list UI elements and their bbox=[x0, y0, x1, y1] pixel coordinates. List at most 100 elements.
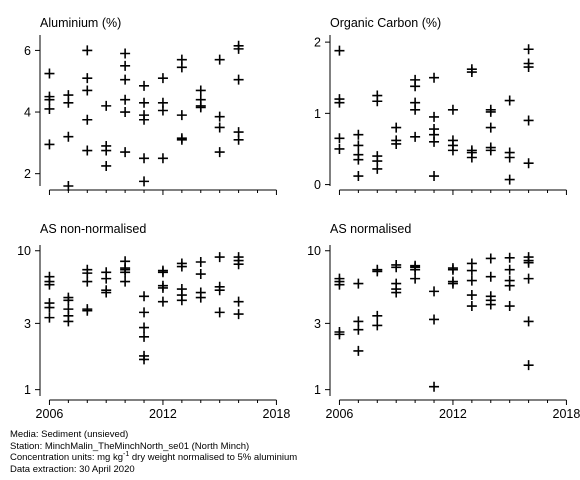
data-point bbox=[334, 279, 345, 290]
data-point bbox=[334, 45, 345, 56]
data-point bbox=[353, 171, 364, 182]
chart-panel-3: AS non-normalised 1 3 10 2006 2012 2018 bbox=[17, 222, 290, 421]
footer-units: Concentration units: mg kg-1 dry weight … bbox=[10, 451, 298, 464]
footer-units-suffix: dry weight normalised to 5% aluminium bbox=[129, 452, 298, 463]
data-point bbox=[504, 174, 515, 185]
chart-title: Organic Carbon (%) bbox=[330, 16, 441, 30]
data-point bbox=[523, 115, 534, 126]
data-point bbox=[176, 134, 187, 145]
data-point bbox=[353, 278, 364, 289]
x-tick-label: 2018 bbox=[263, 407, 291, 421]
data-point bbox=[176, 62, 187, 73]
data-point bbox=[214, 122, 225, 133]
data-point bbox=[410, 131, 421, 142]
data-point bbox=[429, 136, 440, 147]
data-point bbox=[120, 267, 131, 278]
data-point bbox=[214, 252, 225, 263]
data-point bbox=[523, 360, 534, 371]
data-point bbox=[429, 381, 440, 392]
data-point bbox=[82, 276, 93, 287]
data-point bbox=[214, 111, 225, 122]
data-point bbox=[233, 134, 244, 145]
footer-units-prefix: Concentration units: mg kg bbox=[10, 452, 124, 463]
data-point bbox=[485, 122, 496, 133]
data-point bbox=[176, 295, 187, 306]
y-tick-label: 2 bbox=[24, 167, 31, 181]
data-point bbox=[485, 145, 496, 156]
data-point bbox=[523, 316, 534, 327]
x-tick-label: 2018 bbox=[553, 407, 580, 421]
data-point bbox=[485, 271, 496, 282]
data-point bbox=[101, 160, 112, 171]
data-point bbox=[139, 331, 150, 342]
data-point bbox=[157, 296, 168, 307]
y-tick-label: 3 bbox=[314, 317, 321, 331]
chart-panel-4: AS normalised 1 3 10 2006 2012 2018 bbox=[307, 222, 580, 421]
data-point bbox=[504, 95, 515, 106]
data-point bbox=[139, 153, 150, 164]
data-point bbox=[334, 133, 345, 144]
data-point bbox=[523, 273, 534, 284]
data-point bbox=[447, 278, 458, 289]
data-point bbox=[372, 310, 383, 321]
data-point bbox=[157, 73, 168, 84]
data-point bbox=[353, 154, 364, 165]
data-point bbox=[410, 264, 421, 275]
data-point bbox=[372, 163, 383, 174]
data-point bbox=[233, 259, 244, 270]
data-point bbox=[44, 279, 55, 290]
data-point bbox=[353, 345, 364, 356]
data-point bbox=[504, 252, 515, 263]
data-point bbox=[44, 68, 55, 79]
data-point bbox=[447, 264, 458, 275]
data-point bbox=[233, 309, 244, 320]
data-point bbox=[391, 122, 402, 133]
data-point bbox=[372, 266, 383, 277]
y-tick-label: 3 bbox=[24, 317, 31, 331]
data-point bbox=[44, 312, 55, 323]
data-point bbox=[466, 301, 477, 312]
data-point bbox=[485, 106, 496, 117]
data-point bbox=[523, 62, 534, 73]
data-point bbox=[139, 307, 150, 318]
y-tick-label: 4 bbox=[24, 106, 31, 120]
data-point bbox=[82, 45, 93, 56]
y-tick-label: 2 bbox=[314, 36, 321, 50]
figure: Aluminium (%) 2 4 6 Organic Carbon (%) 0 1 2 AS … bbox=[17, 16, 580, 421]
data-point bbox=[157, 153, 168, 164]
data-point bbox=[120, 276, 131, 287]
chart-panel-2: Organic Carbon (%) 0 1 2 bbox=[314, 16, 567, 195]
data-point bbox=[410, 273, 421, 284]
y-tick-label: 0 bbox=[314, 178, 321, 192]
data-point bbox=[139, 291, 150, 302]
y-tick-label: 6 bbox=[24, 44, 31, 58]
data-point bbox=[101, 100, 112, 111]
data-point bbox=[233, 43, 244, 54]
footer-station: Station: MinchMalin_TheMinchNorth_se01 (… bbox=[10, 440, 250, 452]
data-point bbox=[120, 147, 131, 158]
data-point bbox=[504, 152, 515, 163]
data-point bbox=[120, 107, 131, 118]
data-point bbox=[157, 282, 168, 293]
data-point bbox=[157, 105, 168, 116]
data-point bbox=[447, 104, 458, 115]
data-point bbox=[82, 85, 93, 96]
data-point bbox=[391, 262, 402, 273]
data-point bbox=[353, 140, 364, 151]
data-point bbox=[82, 305, 93, 316]
data-point bbox=[82, 114, 93, 125]
data-point bbox=[334, 143, 345, 154]
data-point bbox=[485, 253, 496, 264]
data-point bbox=[391, 138, 402, 149]
data-point bbox=[372, 96, 383, 107]
data-point bbox=[429, 72, 440, 83]
data-point bbox=[372, 320, 383, 331]
data-point bbox=[429, 171, 440, 182]
data-point bbox=[195, 85, 206, 96]
footer: Media: Sediment (unsieved) Station: Minc… bbox=[10, 429, 297, 475]
data-point bbox=[429, 111, 440, 122]
data-point bbox=[466, 67, 477, 78]
data-point bbox=[101, 273, 112, 284]
data-point bbox=[410, 104, 421, 115]
data-point bbox=[429, 314, 440, 325]
